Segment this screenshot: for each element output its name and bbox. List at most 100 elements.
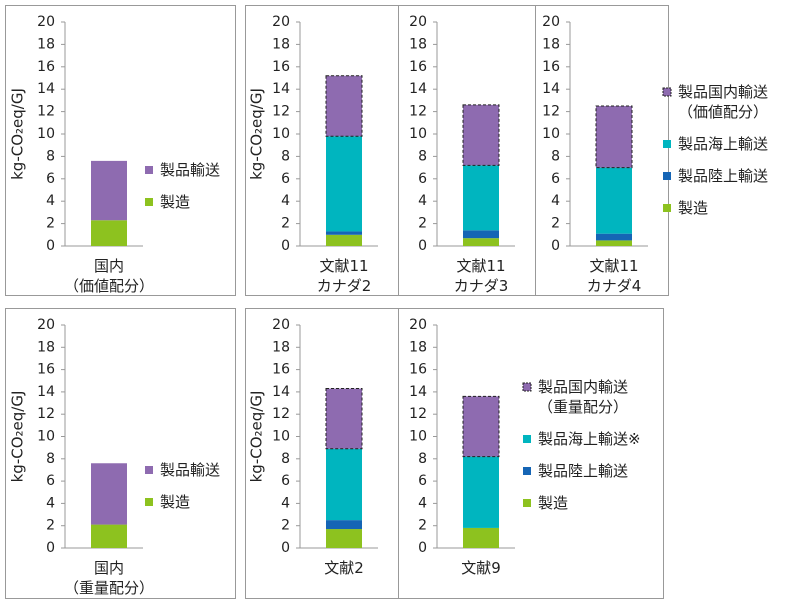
panel-frame — [5, 308, 236, 599]
y-tick-label: 2 — [281, 518, 290, 534]
bar-segment — [596, 233, 632, 241]
y-tick-label: 6 — [281, 473, 290, 489]
y-tick-label: 20 — [409, 317, 427, 333]
y-tick-label: 20 — [272, 14, 290, 30]
legend-marker — [523, 467, 531, 475]
y-tick-label: 4 — [46, 495, 55, 511]
bar-segment — [326, 529, 362, 548]
y-tick-label: 14 — [272, 81, 290, 97]
y-tick-label: 20 — [272, 317, 290, 333]
y-tick-label: 10 — [542, 126, 560, 142]
bar-segment — [91, 524, 127, 548]
y-tick-label: 14 — [409, 384, 427, 400]
x-tick-label: 国内 （価値配分） — [63, 257, 154, 295]
y-tick-label: 8 — [281, 148, 290, 164]
y-tick-label: 10 — [409, 429, 427, 445]
bar-segment — [463, 230, 499, 239]
legend-label: 製造 — [538, 494, 569, 512]
y-tick-label: 6 — [418, 171, 427, 187]
panel-frame — [5, 5, 236, 296]
y-tick-label: 14 — [37, 81, 55, 97]
bar-segment — [596, 240, 632, 246]
y-tick-label: 8 — [281, 451, 290, 467]
bar-segment — [463, 165, 499, 231]
y-tick-label: 18 — [37, 36, 55, 52]
y-tick-label: 2 — [418, 216, 427, 232]
panel-frames — [5, 5, 669, 599]
y-tick-label: 18 — [409, 339, 427, 355]
y-tick-label: 4 — [551, 193, 560, 209]
bar-segment — [595, 105, 633, 169]
y-tick-label: 0 — [418, 238, 427, 254]
bar-segment — [462, 104, 500, 166]
y-tick-label: 4 — [418, 193, 427, 209]
y-tick-label: 12 — [37, 104, 55, 120]
y-tick-label: 16 — [37, 362, 55, 378]
y-tick-label: 8 — [46, 451, 55, 467]
y-tick-label: 0 — [46, 540, 55, 556]
bar-segment — [596, 167, 632, 234]
y-tick-label: 14 — [409, 81, 427, 97]
y-axis-title: kg-CO₂eq/GJ — [248, 391, 266, 483]
y-tick-label: 20 — [409, 14, 427, 30]
y-tick-label: 16 — [542, 59, 560, 75]
y-tick-label: 8 — [551, 148, 560, 164]
y-tick-label: 18 — [272, 339, 290, 355]
legend-label: 製造 — [678, 199, 709, 217]
legend-label: 製品海上輸送 — [678, 135, 769, 153]
y-tick-label: 6 — [551, 171, 560, 187]
y-tick-label: 12 — [409, 406, 427, 422]
legend-label: 製品輸送 — [160, 161, 221, 179]
legend-label: 製造 — [160, 193, 191, 211]
y-tick-label: 2 — [418, 518, 427, 534]
bar-segment — [463, 456, 499, 528]
bar-segment — [326, 234, 362, 246]
y-tick-label: 0 — [418, 540, 427, 556]
y-tick-label: 18 — [272, 36, 290, 52]
y-axis-title: kg-CO₂eq/GJ — [9, 88, 27, 180]
bar-segment — [91, 463, 127, 525]
x-tick-label: 国内 （重量配分） — [63, 559, 154, 597]
y-tick-label: 20 — [37, 317, 55, 333]
y-tick-label: 4 — [281, 495, 290, 511]
y-tick-label: 16 — [409, 59, 427, 75]
bar-segment — [91, 160, 127, 221]
legend-marker — [522, 382, 532, 392]
legend-label: 製品陸上輸送 — [678, 167, 769, 185]
y-tick-label: 2 — [551, 216, 560, 232]
legend-marker — [523, 499, 531, 507]
y-tick-label: 20 — [542, 14, 560, 30]
y-tick-label: 6 — [281, 171, 290, 187]
x-tick-label: 文献9 — [461, 559, 501, 577]
legend-label: 製造 — [160, 493, 191, 511]
y-tick-label: 10 — [272, 126, 290, 142]
y-tick-label: 16 — [272, 362, 290, 378]
y-tick-label: 14 — [272, 384, 290, 400]
legend-label: 製品輸送 — [160, 461, 221, 479]
y-tick-label: 0 — [281, 238, 290, 254]
y-tick-label: 12 — [272, 406, 290, 422]
panel-frame — [245, 5, 669, 296]
y-tick-label: 12 — [542, 104, 560, 120]
x-tick-label: 文献11 カナダ2 — [316, 257, 372, 295]
legend-marker — [145, 466, 153, 474]
y-tick-label: 2 — [281, 216, 290, 232]
bar-segment — [326, 448, 362, 521]
legend-label: 製品海上輸送※ — [538, 430, 641, 448]
bar-segment — [326, 231, 362, 235]
y-tick-label: 0 — [46, 238, 55, 254]
y-tick-label: 14 — [542, 81, 560, 97]
bar-segment — [91, 220, 127, 246]
y-tick-label: 0 — [281, 540, 290, 556]
legend-marker — [663, 172, 671, 180]
legend-marker — [523, 435, 531, 443]
y-tick-label: 8 — [418, 451, 427, 467]
bar-segment — [462, 395, 500, 458]
y-tick-label: 16 — [37, 59, 55, 75]
x-tick-label: 文献11 カナダ3 — [453, 257, 509, 295]
legend-marker — [145, 166, 153, 174]
y-tick-label: 12 — [272, 104, 290, 120]
bar-segment — [326, 136, 362, 232]
y-tick-label: 6 — [418, 473, 427, 489]
